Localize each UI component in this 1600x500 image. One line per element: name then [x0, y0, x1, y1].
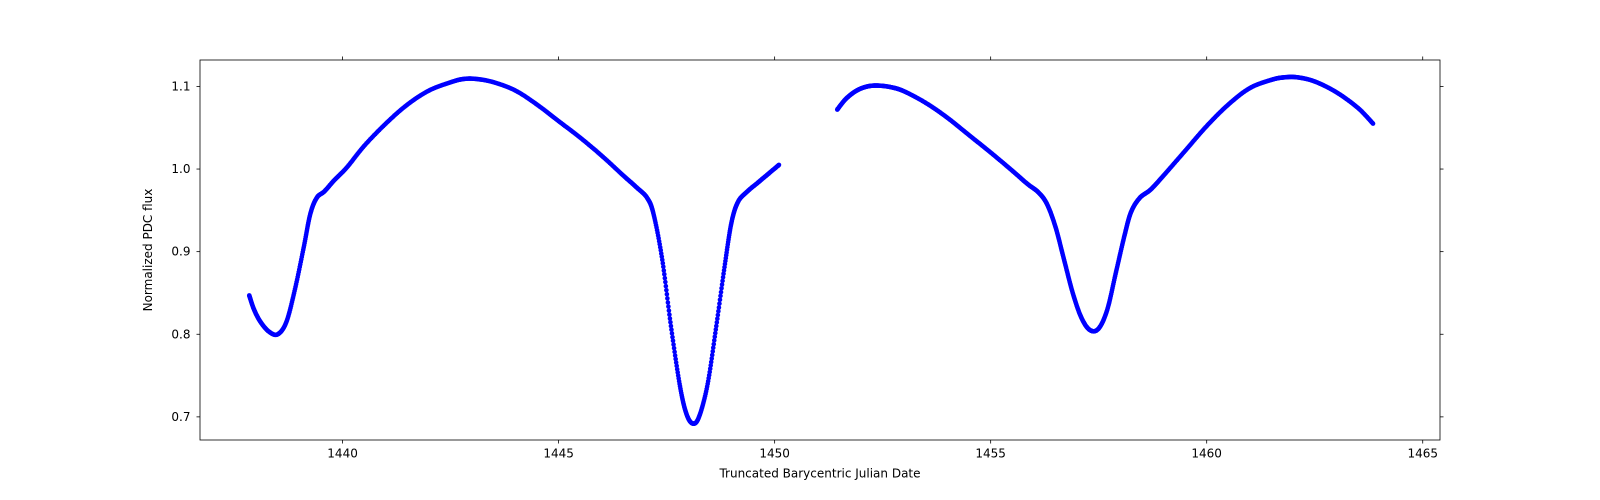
x-tick-label: 1450 [759, 447, 790, 461]
y-tick-label: 0.9 [171, 245, 190, 259]
x-axis-label: Truncated Barycentric Julian Date [718, 467, 920, 481]
light-curve-chart: 1440 1445 1450 1455 1460 1465 0.7 0.8 0.9 1.0 1.1 T… [0, 0, 1600, 500]
x-tick-label: 1440 [327, 447, 358, 461]
chart-container: 1440 1445 1450 1455 1460 1465 0.7 0.8 0.9 1.0 1.1 T… [0, 0, 1600, 500]
y-axis-label: Normalized PDC flux [141, 189, 155, 312]
y-tick-label: 1.0 [171, 162, 190, 176]
y-tick-label: 0.8 [171, 327, 190, 341]
x-tick-label: 1460 [1191, 447, 1222, 461]
x-tick-label: 1465 [1407, 447, 1438, 461]
x-tick-label: 1445 [543, 447, 574, 461]
y-tick-label: 1.1 [171, 79, 190, 93]
x-tick-label: 1455 [975, 447, 1006, 461]
chart-background [0, 0, 1600, 500]
y-tick-label: 0.7 [171, 410, 190, 424]
